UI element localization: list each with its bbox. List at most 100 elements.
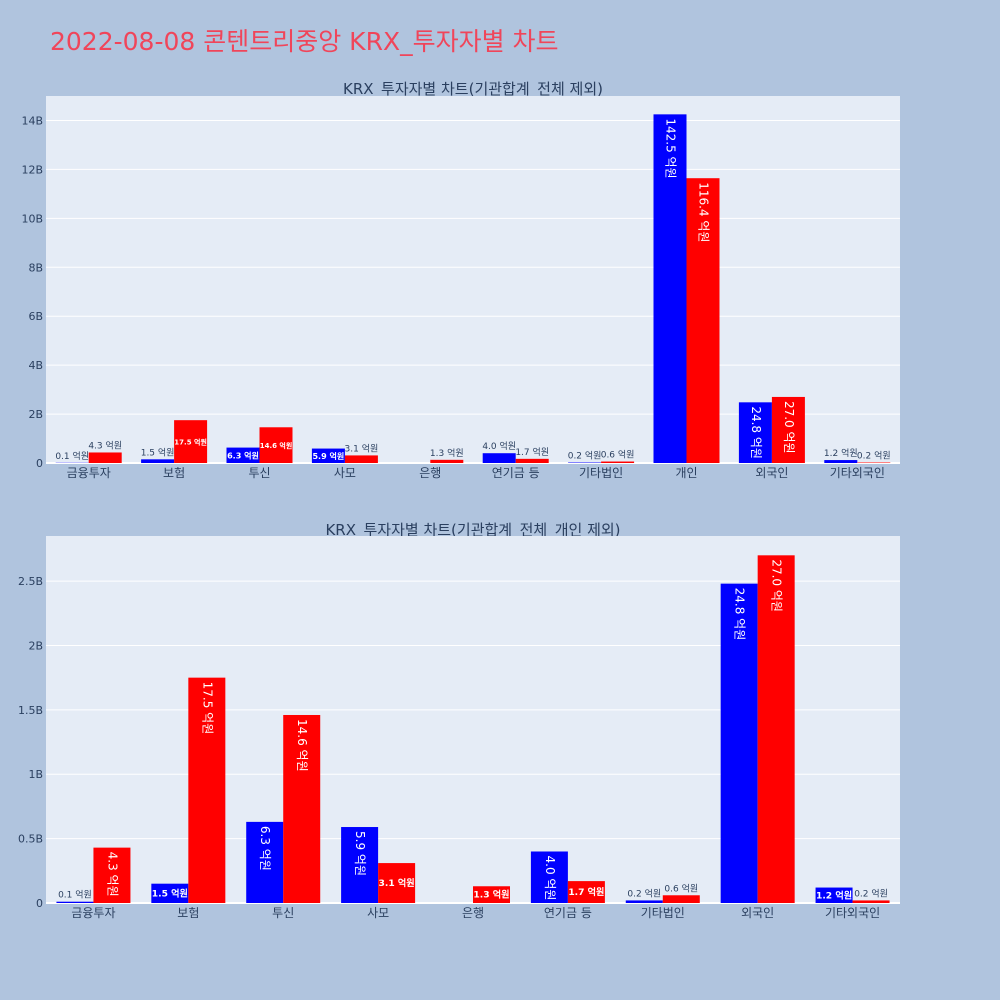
bar [473, 886, 510, 903]
y-tick-label: 14B [21, 114, 43, 127]
bar [378, 863, 416, 903]
bar [174, 420, 208, 463]
data-label: 1.2 억원 [816, 889, 852, 901]
bar [226, 447, 260, 463]
data-label: 0.2 억원 [854, 887, 888, 899]
data-label: 6.3 억원 [258, 826, 272, 871]
chart-2: KRX_투자자별 차트(기관합계_전체_개인 제외) 0 0.5B 1B 1.5B 2B… [18, 521, 900, 920]
x-tick-label: 기타외국인 [825, 906, 880, 920]
bar [757, 555, 795, 903]
x-tick-label: 보험 [163, 466, 185, 480]
x-tick-label: 기타외국인 [830, 466, 885, 480]
bar [311, 448, 345, 463]
x-tick-label: 은행 [462, 905, 484, 920]
bar [601, 461, 635, 463]
chart-1: KRX_투자자별 차트(기관합계_전체 제외) 0 2B 4B 6B 8B 10B 12B 1… [21, 80, 900, 480]
x-tick-label: 개인 [675, 466, 697, 480]
y-tick-label: 4B [28, 359, 43, 372]
data-label: 4.3 억원 [88, 439, 122, 451]
y-tick-label: 8B [28, 261, 43, 274]
x-tick-label: 금융투자 [71, 906, 115, 920]
bar [771, 396, 805, 463]
bar [188, 677, 226, 903]
bar [344, 455, 378, 463]
bar [530, 851, 568, 903]
bar [720, 583, 758, 903]
data-label: 116.4 억원 [697, 182, 711, 242]
data-label: 1.2 억원 [824, 447, 858, 459]
data-label: 1.5 억원 [141, 446, 175, 458]
data-label: 0.6 억원 [664, 882, 698, 894]
chart-title: KRX_투자자별 차트(기관합계_전체_개인 제외) [325, 521, 620, 540]
data-label: 24.8 억원 [733, 588, 747, 641]
y-tick-label: 2.5B [18, 575, 43, 588]
data-label: 0.1 억원 [55, 450, 89, 462]
x-tick-label: 금융투자 [67, 466, 111, 480]
bar [141, 459, 175, 463]
data-label: 1.3 억원 [473, 889, 509, 901]
data-label: 4.3 억원 [105, 852, 119, 897]
data-label: 1.3 억원 [430, 447, 464, 459]
data-label: 1.7 억원 [515, 446, 549, 458]
bar [738, 402, 772, 463]
data-label: 1.7 억원 [568, 886, 604, 898]
chart-title: KRX_투자자별 차트(기관합계_전체 제외) [343, 80, 603, 99]
bar [259, 427, 293, 463]
bar [852, 900, 890, 903]
bar [56, 901, 94, 903]
data-label: 5.9 억원 [312, 451, 344, 461]
data-label: 0.1 억원 [58, 889, 92, 901]
data-label: 27.0 억원 [770, 559, 784, 612]
data-label: 17.5 억원 [174, 438, 207, 447]
data-label: 4.0 억원 [543, 855, 557, 900]
y-tick-label: 2B [28, 408, 43, 421]
x-tick-label: 기타법인 [641, 906, 685, 920]
data-label: 4.0 억원 [482, 440, 516, 452]
bar [482, 453, 516, 463]
x-tick-label: 투신 [248, 466, 270, 480]
data-label: 1.5 억원 [152, 887, 188, 899]
x-tick-label: 외국인 [741, 906, 774, 920]
data-label: 24.8 억원 [749, 406, 763, 459]
data-label: 3.1 억원 [345, 442, 379, 454]
bar [815, 887, 853, 903]
y-tick-label: 10B [21, 212, 43, 225]
x-tick-label: 사모 [334, 466, 356, 480]
bar [653, 114, 687, 463]
bar [662, 895, 700, 903]
data-label: 3.1 억원 [379, 877, 415, 889]
y-tick-label: 12B [21, 163, 43, 176]
data-label: 17.5 억원 [200, 682, 214, 735]
bar [283, 714, 321, 903]
x-tick-label: 연기금 등 [544, 906, 592, 920]
page-title: 2022-08-08 콘텐트리중앙 KRX_투자자별 차트 [50, 27, 559, 56]
x-tick-label: 사모 [367, 906, 389, 920]
x-tick-label: 보험 [177, 906, 199, 920]
x-tick-label: 외국인 [755, 466, 788, 480]
x-tick-label: 투신 [272, 906, 294, 920]
bar [430, 459, 464, 463]
bar [341, 827, 379, 903]
data-label: 6.3 억원 [227, 450, 259, 460]
bar [515, 458, 549, 463]
y-tick-label: 2B [28, 639, 43, 652]
x-tick-label: 연기금 등 [492, 466, 540, 480]
x-tick-label: 은행 [419, 465, 441, 480]
data-label: 0.2 억원 [568, 450, 602, 462]
data-label: 142.5 억원 [664, 118, 678, 178]
y-tick-label: 0 [36, 897, 43, 910]
x-tick-label: 기타법인 [579, 466, 623, 480]
data-label: 0.2 억원 [857, 450, 891, 462]
data-label: 14.6 억원 [260, 441, 293, 450]
bar [151, 883, 189, 903]
y-tick-label: 0 [36, 457, 43, 470]
data-label: 0.2 억원 [627, 887, 661, 899]
bar [93, 847, 131, 903]
bar [246, 821, 284, 903]
bar [625, 900, 663, 903]
y-tick-label: 6B [28, 310, 43, 323]
data-label: 5.9 억원 [353, 831, 367, 876]
data-label: 0.6 억원 [601, 449, 635, 461]
y-tick-label: 1B [28, 768, 43, 781]
y-tick-label: 1.5B [18, 704, 43, 717]
